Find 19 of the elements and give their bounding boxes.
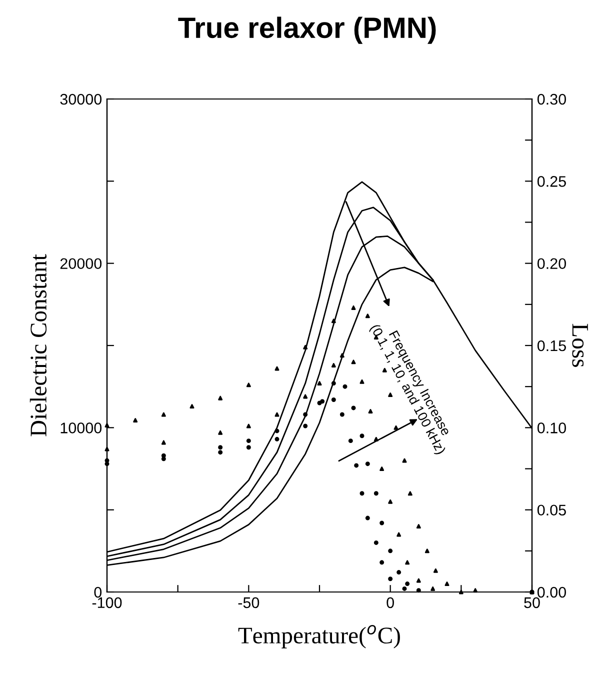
y2-tick-label: 0.00 xyxy=(537,586,566,598)
chart-title: True relaxor (PMN) xyxy=(178,16,436,44)
y2-tick-label: 0.25 xyxy=(537,176,566,187)
y2-axis-title: Loss xyxy=(572,324,588,367)
y-tick-label: 20000 xyxy=(60,258,102,270)
x-tick-label: -50 xyxy=(238,597,260,608)
x-tick-label: -100 xyxy=(92,597,122,608)
y2-tick-label: 0.30 xyxy=(537,94,566,105)
y2-tick-label: 0.15 xyxy=(537,340,566,352)
y2-tick-label: 0.10 xyxy=(537,422,566,434)
y-axis-title: Dielectric Constant xyxy=(30,254,47,436)
x-axis-title: Temperature($^{o}$C) xyxy=(238,624,400,648)
y-tick-label: 0 xyxy=(94,586,102,598)
y2-tick-label: 0.20 xyxy=(537,258,566,270)
y-tick-label: 10000 xyxy=(60,422,102,434)
x-tick-label: 0 xyxy=(386,597,394,608)
x-tick-label: 50 xyxy=(524,597,540,608)
y2-tick-label: 0.05 xyxy=(537,504,566,516)
y-tick-label: 30000 xyxy=(60,94,102,105)
